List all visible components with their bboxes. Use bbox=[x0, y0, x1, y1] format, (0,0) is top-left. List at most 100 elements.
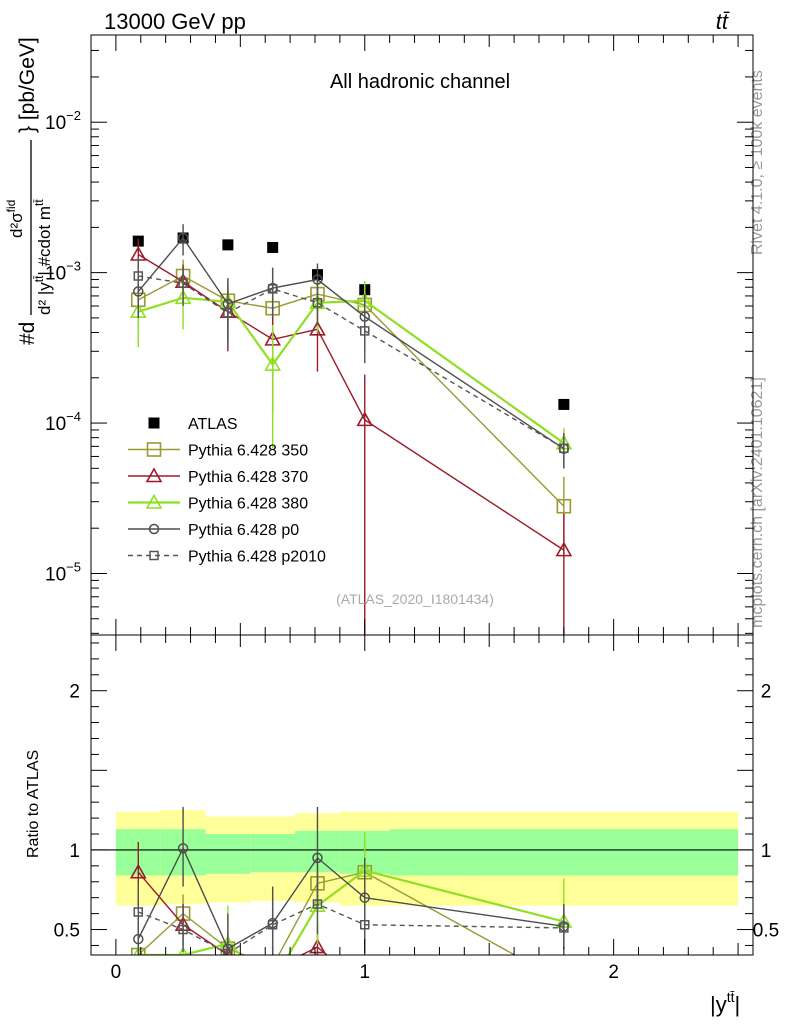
y-tick-label-base: 10 bbox=[45, 264, 66, 285]
xlabel-post: | bbox=[735, 992, 741, 1017]
legend-marker-p2010 bbox=[149, 550, 159, 561]
point-p2010 bbox=[223, 308, 233, 318]
top-panel: 10−510−410−310−2 All hadronic channel (A… bbox=[4, 34, 754, 636]
ratio-point-p2010 bbox=[267, 920, 278, 930]
ratio-plot-area bbox=[91, 806, 753, 998]
ratio-panel: 0.5 0.5 1 1 2 2 0 1 2 Ratio to ATLAS |ytt̄| bbox=[25, 634, 779, 1017]
point-atlas bbox=[558, 398, 570, 410]
ratio-y-tick-label-right: 1 bbox=[761, 841, 772, 862]
x-axis-label: |ytt̄| bbox=[710, 989, 740, 1017]
top-frame bbox=[90, 34, 754, 636]
y-tick-label-base: 10 bbox=[45, 113, 66, 134]
energy-label: 13000 GeV pp bbox=[104, 9, 246, 34]
legend-item-p0: Pythia 6.428 p0 bbox=[128, 522, 299, 539]
legend-marker-p0 bbox=[148, 523, 160, 535]
legend-item-p380: Pythia 6.428 380 bbox=[128, 493, 308, 513]
point-p2010 bbox=[133, 271, 144, 281]
top-ticks: 10−510−410−310−2 bbox=[45, 35, 753, 635]
legend-marker-atlas bbox=[148, 417, 160, 429]
y-tick-label-base: 10 bbox=[45, 564, 66, 585]
point-p380 bbox=[264, 355, 282, 371]
legend-label-p350: Pythia 6.428 350 bbox=[188, 443, 308, 460]
y-axis-label-top: #d d²σfid d² |ytt̄| #cdot mtt̄ } [pb/GeV… bbox=[4, 37, 54, 345]
point-p370 bbox=[555, 541, 573, 557]
ratio-ticks: 0.5 0.5 1 1 2 2 0 1 2 bbox=[54, 635, 779, 983]
ratio-frame bbox=[90, 634, 754, 956]
ylabel-den-sup: tt̄ bbox=[32, 275, 46, 282]
legend-label-p370: Pythia 6.428 370 bbox=[188, 469, 308, 486]
point-p0 bbox=[177, 232, 189, 244]
ylabel-den: d² |ytt̄| #cdot mtt̄ bbox=[32, 199, 54, 315]
legend-item-p370: Pythia 6.428 370 bbox=[128, 467, 308, 486]
x-tick-label: 1 bbox=[359, 962, 370, 983]
point-p2010 bbox=[267, 284, 278, 294]
legend-marker-p380 bbox=[145, 493, 163, 509]
legend-marker-p350 bbox=[146, 442, 162, 457]
y-tick-label: 10−3 bbox=[45, 259, 81, 285]
ratio-y-tick-label-right: 0.5 bbox=[753, 921, 779, 942]
legend-label-atlas: ATLAS bbox=[188, 416, 238, 433]
ratio-y-tick-label: 0.5 bbox=[54, 921, 80, 942]
legend-item-atlas: ATLAS bbox=[148, 416, 238, 433]
ratio-series-p2010 bbox=[133, 872, 569, 955]
xlabel-sup: tt̄ bbox=[727, 989, 735, 1005]
ratio-point-p380 bbox=[133, 946, 144, 955]
y-tick-label-base: 10 bbox=[45, 414, 66, 435]
ratio-point-p0 bbox=[177, 843, 189, 854]
ratio-point-p370 bbox=[129, 863, 147, 879]
ratio-point-p2010 bbox=[133, 907, 144, 917]
ratio-y-tick-label-right: 2 bbox=[761, 682, 772, 703]
point-atlas bbox=[222, 239, 234, 251]
ratio-point-p2010 bbox=[178, 924, 188, 935]
point-p370 bbox=[356, 411, 374, 427]
ratio-point-p350 bbox=[266, 960, 279, 973]
ylabel-post: } [pb/GeV] bbox=[16, 37, 39, 133]
ratio-point-p2010 bbox=[223, 948, 233, 955]
point-p0 bbox=[312, 274, 323, 285]
series-p380 bbox=[129, 275, 573, 463]
band-inner bbox=[250, 834, 296, 873]
y-tick-label: 10−2 bbox=[45, 108, 81, 134]
ratio-y-tick-label: 1 bbox=[69, 841, 80, 862]
legend-label-p2010: Pythia 6.428 p2010 bbox=[188, 549, 326, 566]
point-p370 bbox=[309, 320, 326, 336]
ratio-y-axis-label: Ratio to ATLAS bbox=[25, 750, 42, 858]
y-tick-label: 10−5 bbox=[45, 559, 81, 585]
y-tick-label-exp: −4 bbox=[66, 409, 81, 424]
ratio-point-p370 bbox=[309, 938, 326, 954]
watermark: (ATLAS_2020_I1801434) bbox=[336, 591, 494, 607]
y-tick-label-exp: −5 bbox=[66, 559, 81, 574]
legend-marker-p370 bbox=[145, 467, 163, 483]
x-tick-label: 0 bbox=[111, 962, 122, 983]
band-inner bbox=[389, 829, 739, 876]
ratio-point-p2010 bbox=[559, 923, 569, 933]
ylabel-den-mid: | #cdot m bbox=[35, 206, 54, 276]
ylabel-pre: #d bbox=[16, 322, 39, 345]
legend-label-p0: Pythia 6.428 p0 bbox=[188, 522, 299, 539]
legend-label-p380: Pythia 6.428 380 bbox=[188, 496, 308, 513]
y-tick-label-exp: −2 bbox=[66, 108, 81, 123]
ylabel-num-text: d²σ bbox=[7, 212, 26, 238]
point-atlas bbox=[267, 241, 279, 253]
band-inner bbox=[205, 834, 251, 874]
point-p2010 bbox=[360, 326, 370, 336]
ylabel-num-sup: fid bbox=[4, 200, 18, 213]
ratio-point-p380 bbox=[266, 975, 280, 988]
ratio-y-tick-label: 2 bbox=[69, 682, 80, 703]
chart-title: All hadronic channel bbox=[330, 71, 510, 93]
ylabel-num: d²σfid bbox=[4, 200, 26, 238]
series-p2010 bbox=[133, 258, 569, 469]
ratio-point-p380 bbox=[178, 946, 188, 955]
ratio-point-p2010 bbox=[360, 920, 370, 930]
xlabel-base: |y bbox=[710, 992, 727, 1017]
x-tick-label: 2 bbox=[608, 962, 619, 983]
point-p2010 bbox=[312, 298, 323, 308]
ratio-point-p370 bbox=[266, 962, 280, 975]
top-plot-area bbox=[129, 224, 573, 635]
ylabel-den-sup2: tt̄ bbox=[32, 199, 46, 206]
y-tick-label: 10−4 bbox=[45, 409, 81, 435]
ratio-point-p370 bbox=[557, 985, 571, 998]
point-p2010 bbox=[178, 278, 188, 289]
ratio-point-p0 bbox=[312, 852, 323, 864]
